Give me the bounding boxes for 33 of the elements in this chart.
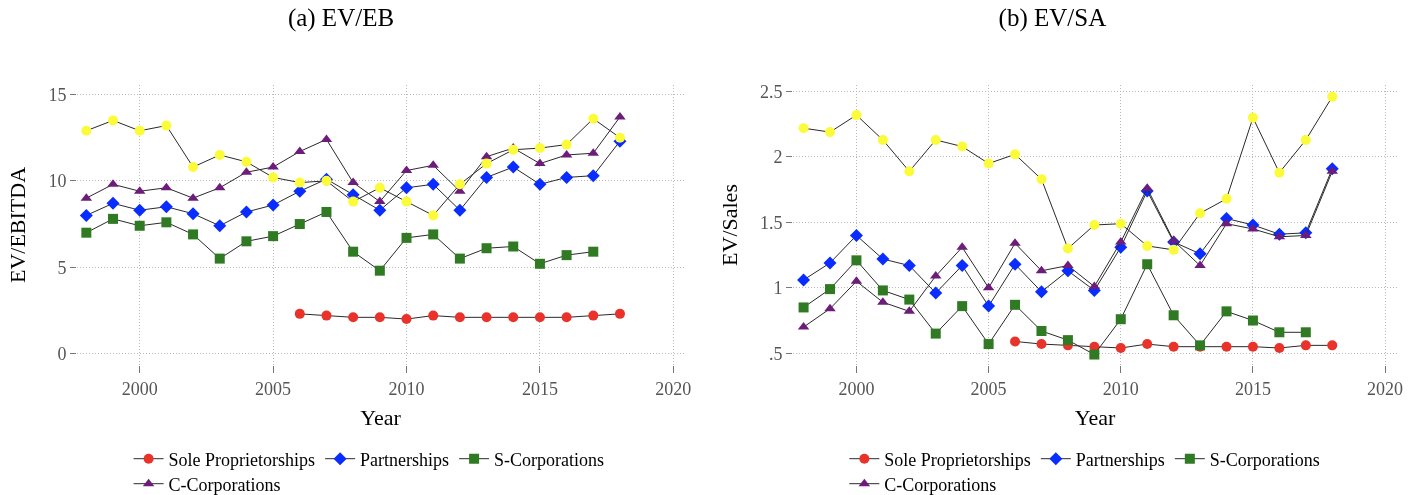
x-tick-label: 2015 <box>521 378 558 399</box>
y-axis-title: EV/Sales <box>716 184 742 266</box>
chart-title: (b) EV/SA <box>998 3 1107 32</box>
x-tick-label: 2000 <box>121 378 158 399</box>
legend-label: C-Corporations <box>168 474 281 495</box>
y-tick-label: 15 <box>48 84 67 105</box>
legend-label: Sole Proprietorships <box>884 449 1031 470</box>
y-tick-label: 10 <box>48 171 67 192</box>
x-tick-label: 2010 <box>388 378 425 399</box>
x-tick-label: 2020 <box>655 378 692 399</box>
legend-label: S-Corporations <box>494 449 605 470</box>
x-tick-label: 2010 <box>1102 378 1139 399</box>
x-axis-title: Year <box>1074 405 1116 431</box>
x-axis-title: Year <box>360 405 402 431</box>
x-tick-label: 2005 <box>970 378 1007 399</box>
chart-title: (a) EV/EB <box>287 3 395 32</box>
x-tick-label: 2015 <box>1234 378 1271 399</box>
legend-label: Sole Proprietorships <box>168 449 316 470</box>
legend-label: S-Corporations <box>1209 449 1320 470</box>
y-tick-label: 1 <box>773 278 783 299</box>
y-axis-title: EV/EBITDA <box>5 166 31 284</box>
x-tick-label: 2005 <box>255 378 292 399</box>
legend-label: C-Corporations <box>884 474 997 495</box>
y-tick-label: 5 <box>57 257 67 278</box>
y-tick-label: 1.5 <box>759 212 783 233</box>
y-tick-label: .5 <box>768 343 783 364</box>
x-tick-label: 2020 <box>1367 378 1404 399</box>
y-tick-label: 2 <box>773 147 783 168</box>
legend-label: Partnerships <box>360 449 450 470</box>
legend-label: Partnerships <box>1075 449 1165 470</box>
y-tick-label: 0 <box>57 343 67 364</box>
x-tick-label: 2000 <box>838 378 875 399</box>
y-tick-label: 2.5 <box>759 81 783 102</box>
